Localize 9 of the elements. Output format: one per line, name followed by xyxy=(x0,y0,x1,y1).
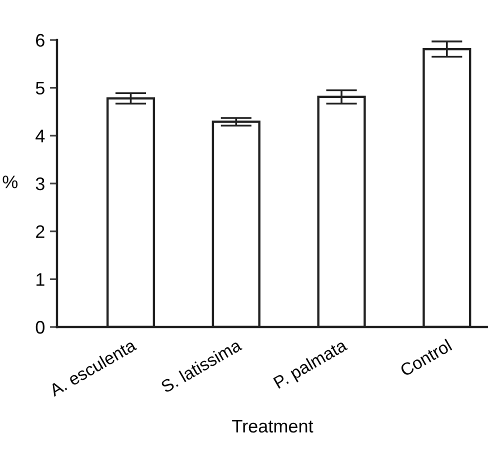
x-axis-title: Treatment xyxy=(232,420,314,433)
y-tick-label: 3 xyxy=(36,177,44,190)
y-tick-label: 2 xyxy=(36,225,44,238)
y-tick-label: 0 xyxy=(36,320,44,334)
y-tick-label: 4 xyxy=(36,130,45,142)
y-axis-title: % xyxy=(2,176,18,188)
y-tick-label: 6 xyxy=(36,34,44,47)
y-tick-label: 5 xyxy=(36,82,44,95)
y-tick-label: 1 xyxy=(36,273,44,286)
